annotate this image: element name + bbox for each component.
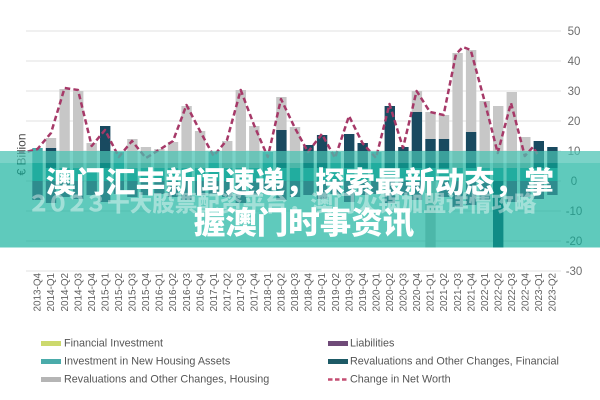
svg-text:2018-Q2: 2018-Q2 <box>277 273 288 311</box>
svg-text:2016-Q4: 2016-Q4 <box>195 272 206 311</box>
svg-text:2017-Q2: 2017-Q2 <box>222 273 233 311</box>
svg-text:2021-Q4: 2021-Q4 <box>466 272 477 311</box>
svg-text:2018-Q4: 2018-Q4 <box>304 272 315 311</box>
svg-text:2020-Q2: 2020-Q2 <box>385 273 396 311</box>
svg-text:2020-Q4: 2020-Q4 <box>412 272 423 311</box>
svg-text:2021-Q3: 2021-Q3 <box>453 272 464 311</box>
svg-text:2016-Q1: 2016-Q1 <box>155 272 166 311</box>
svg-text:2016-Q2: 2016-Q2 <box>168 273 179 311</box>
svg-text:2015-Q1: 2015-Q1 <box>101 272 112 311</box>
svg-text:Change in Net Worth: Change in Net Worth <box>350 374 451 386</box>
svg-text:20: 20 <box>568 116 581 128</box>
svg-text:2014-Q1: 2014-Q1 <box>46 272 57 311</box>
svg-text:2022-Q1: 2022-Q1 <box>480 272 491 311</box>
svg-text:Revaluations and Other Changes: Revaluations and Other Changes, Housing <box>64 374 269 386</box>
svg-text:2021-Q1: 2021-Q1 <box>426 272 437 311</box>
svg-text:2019-Q4: 2019-Q4 <box>358 272 369 311</box>
svg-text:2015-Q2: 2015-Q2 <box>114 273 125 311</box>
svg-text:2021-Q2: 2021-Q2 <box>439 273 450 311</box>
svg-text:Financial Investment: Financial Investment <box>64 338 163 350</box>
svg-text:2019-Q2: 2019-Q2 <box>331 273 342 311</box>
svg-text:50: 50 <box>568 26 581 38</box>
svg-text:2017-Q3: 2017-Q3 <box>236 272 247 311</box>
svg-text:2018-Q1: 2018-Q1 <box>263 272 274 311</box>
svg-text:2022-Q4: 2022-Q4 <box>521 272 532 311</box>
svg-text:Liabilities: Liabilities <box>350 338 395 350</box>
svg-text:30: 30 <box>568 86 581 98</box>
svg-text:2013-Q4: 2013-Q4 <box>33 272 44 311</box>
svg-text:2023-Q1: 2023-Q1 <box>534 272 545 311</box>
svg-text:Revaluations and Other Changes: Revaluations and Other Changes, Financia… <box>350 356 559 368</box>
svg-text:2017-Q4: 2017-Q4 <box>250 272 261 311</box>
svg-text:2014-Q4: 2014-Q4 <box>87 272 98 311</box>
svg-text:2020-Q3: 2020-Q3 <box>399 272 410 311</box>
svg-text:2023-Q2: 2023-Q2 <box>548 273 559 311</box>
svg-text:2018-Q3: 2018-Q3 <box>290 272 301 311</box>
svg-text:2015-Q3: 2015-Q3 <box>128 272 139 311</box>
svg-text:2014-Q3: 2014-Q3 <box>73 272 84 311</box>
svg-text:2019-Q1: 2019-Q1 <box>317 272 328 311</box>
svg-text:Investment in New Housing Asse: Investment in New Housing Assets <box>64 356 231 368</box>
svg-text:2022-Q3: 2022-Q3 <box>507 272 518 311</box>
svg-text:40: 40 <box>568 56 581 68</box>
svg-text:2022-Q2: 2022-Q2 <box>493 273 504 311</box>
svg-text:2017-Q1: 2017-Q1 <box>209 272 220 311</box>
svg-text:2014-Q2: 2014-Q2 <box>60 273 71 311</box>
svg-text:-30: -30 <box>566 266 583 278</box>
svg-text:2015-Q4: 2015-Q4 <box>141 272 152 311</box>
svg-text:2020-Q1: 2020-Q1 <box>371 272 382 311</box>
svg-text:2016-Q3: 2016-Q3 <box>182 272 193 311</box>
svg-text:2019-Q3: 2019-Q3 <box>344 272 355 311</box>
